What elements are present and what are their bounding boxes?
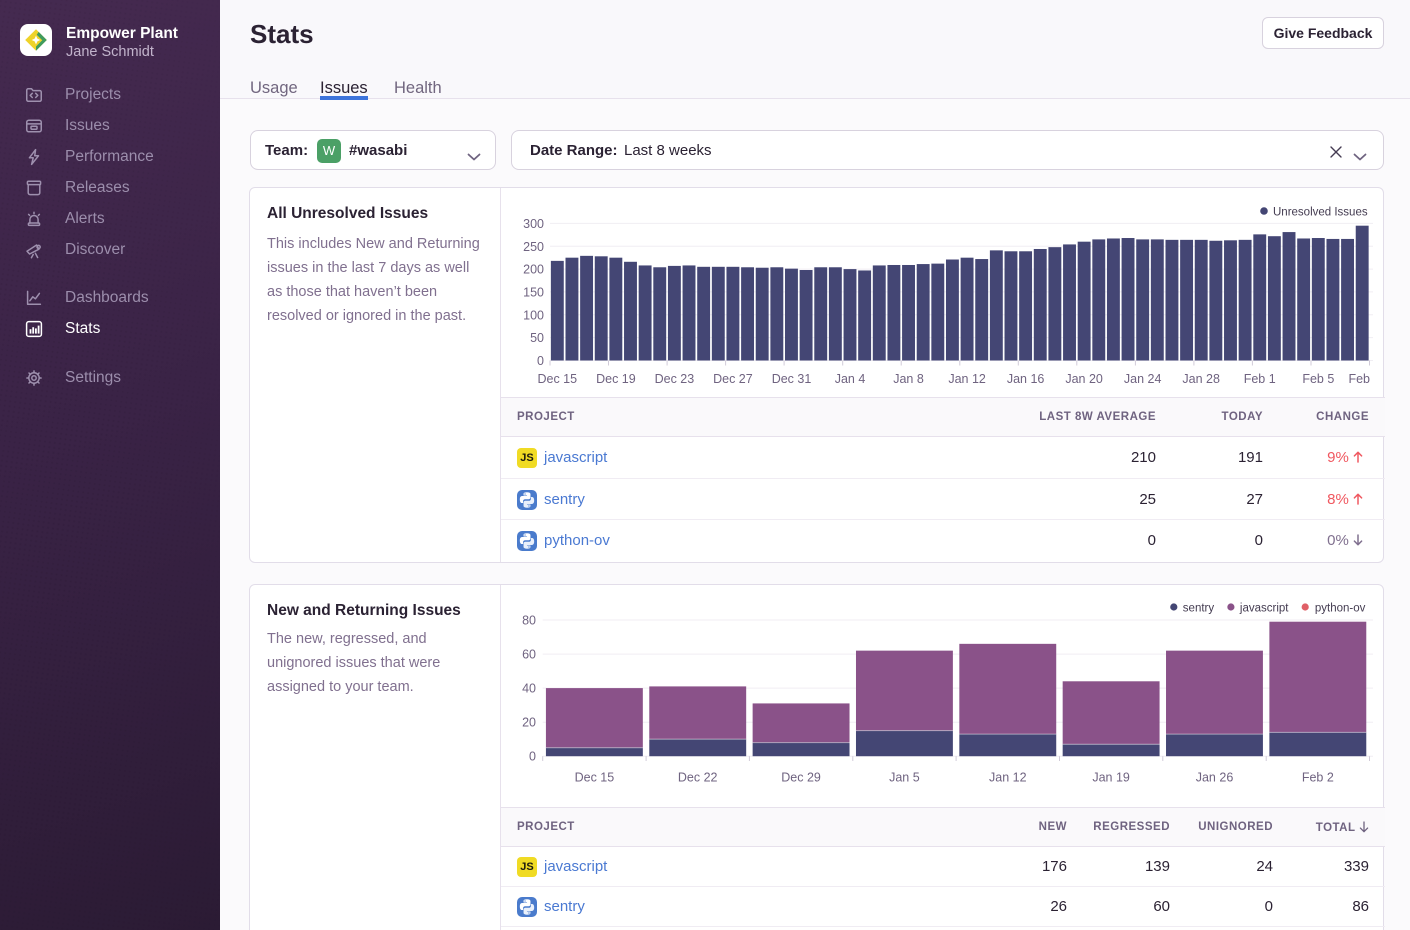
svg-text:300: 300 <box>523 217 544 231</box>
svg-text:Dec 23: Dec 23 <box>655 372 695 386</box>
svg-text:40: 40 <box>522 682 536 696</box>
svg-text:Dec 29: Dec 29 <box>781 771 821 785</box>
svg-text:Dec 27: Dec 27 <box>713 372 753 386</box>
svg-text:Jan 12: Jan 12 <box>948 372 986 386</box>
svg-text:Dec 19: Dec 19 <box>596 372 636 386</box>
svg-text:Jan 19: Jan 19 <box>1092 771 1130 785</box>
svg-text:Feb 5: Feb 5 <box>1302 372 1334 386</box>
svg-text:Dec 31: Dec 31 <box>772 372 812 386</box>
svg-text:Feb: Feb <box>1348 372 1370 386</box>
svg-text:sentry: sentry <box>1183 603 1215 615</box>
svg-text:20: 20 <box>522 716 536 730</box>
svg-text:0: 0 <box>529 750 536 764</box>
svg-text:0: 0 <box>537 354 544 368</box>
svg-text:Feb 1: Feb 1 <box>1244 372 1276 386</box>
svg-text:100: 100 <box>523 308 544 322</box>
svg-text:Jan 16: Jan 16 <box>1007 372 1045 386</box>
svg-text:250: 250 <box>523 240 544 254</box>
svg-text:Jan 26: Jan 26 <box>1196 771 1234 785</box>
svg-text:150: 150 <box>523 285 544 299</box>
svg-text:Dec 15: Dec 15 <box>537 372 577 386</box>
svg-text:200: 200 <box>523 263 544 277</box>
svg-text:Jan 12: Jan 12 <box>989 771 1027 785</box>
svg-text:Dec 22: Dec 22 <box>678 771 718 785</box>
svg-text:80: 80 <box>522 614 536 628</box>
svg-text:Unresolved Issues: Unresolved Issues <box>1273 207 1368 219</box>
svg-text:60: 60 <box>522 648 536 662</box>
svg-text:Dec 15: Dec 15 <box>575 771 615 785</box>
svg-text:50: 50 <box>530 331 544 345</box>
svg-text:Jan 28: Jan 28 <box>1182 372 1220 386</box>
svg-text:Feb 2: Feb 2 <box>1302 771 1334 785</box>
svg-text:Jan 24: Jan 24 <box>1124 372 1162 386</box>
svg-text:Jan 8: Jan 8 <box>893 372 924 386</box>
svg-text:javascript: javascript <box>1239 603 1289 615</box>
svg-text:Jan 20: Jan 20 <box>1065 372 1103 386</box>
svg-text:Jan 5: Jan 5 <box>889 771 920 785</box>
svg-text:python-ov: python-ov <box>1315 603 1366 615</box>
svg-text:Jan 4: Jan 4 <box>835 372 866 386</box>
